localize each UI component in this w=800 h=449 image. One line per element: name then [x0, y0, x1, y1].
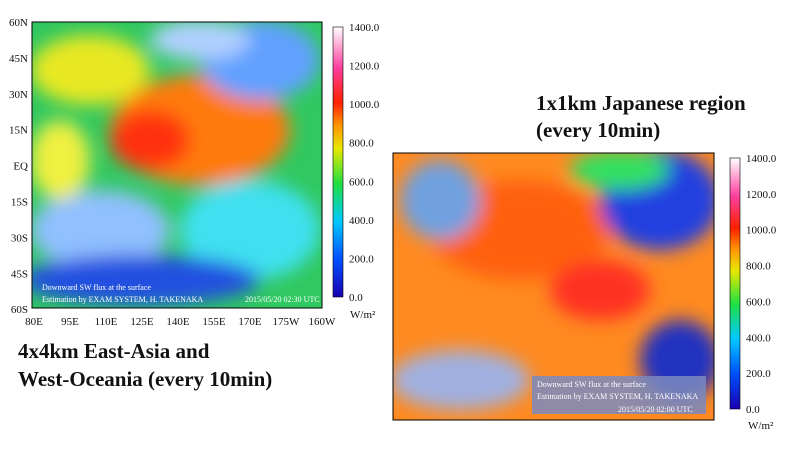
lat-label: 45N: [9, 53, 28, 65]
colorbar-label: 1200.0: [349, 61, 380, 73]
colorbar-label: 200.0: [746, 368, 771, 380]
right-map-image: [393, 153, 714, 420]
left-map-image: [32, 22, 322, 308]
lon-label: 140E: [166, 316, 190, 328]
region-title: (every 10min): [536, 118, 660, 142]
left-colorbar: [332, 26, 344, 298]
colorbar-label: 0.0: [349, 292, 363, 304]
timestamp: 2015/05/20 02:00 UTC: [618, 405, 693, 414]
colorbar-label: 400.0: [746, 332, 771, 344]
colorbar-label: 200.0: [349, 253, 374, 265]
colorbar-label: 1200.0: [746, 189, 777, 201]
unit: W/m²: [350, 309, 376, 321]
colorbar-label: 1400.0: [746, 153, 777, 165]
colorbar-label: 600.0: [349, 176, 374, 188]
lat-label: 60N: [9, 17, 28, 29]
lon-label: 155E: [202, 316, 226, 328]
lat-label: 15N: [9, 125, 28, 137]
lon-label: 170E: [238, 316, 262, 328]
right-map-frame: [392, 152, 715, 421]
colorbar-label: 1400.0: [349, 22, 380, 34]
annotation: Estimation by EXAM SYSTEM, H. TAKENAKA: [537, 392, 698, 401]
lat-label: 15S: [11, 197, 28, 209]
lon-label: 175W: [273, 316, 301, 328]
lat-label: 60S: [11, 304, 28, 316]
colorbar-label: 800.0: [746, 261, 771, 273]
lon-label: 110E: [95, 316, 118, 328]
lat-label: 30S: [11, 232, 28, 244]
colorbar-label: 1000.0: [349, 99, 380, 111]
left-map-frame: [31, 21, 323, 309]
right-colorbar: [729, 157, 741, 410]
lon-label: 125E: [130, 316, 154, 328]
lon-label: 80E: [25, 316, 43, 328]
annotation: Downward SW flux at the surface: [537, 380, 646, 389]
annotation: Downward SW flux at the surface: [42, 283, 151, 292]
caption: West-Oceania (every 10min): [18, 367, 272, 391]
lat-label: 30N: [9, 89, 28, 101]
colorbar-label: 600.0: [746, 296, 771, 308]
colorbar-label: 800.0: [349, 138, 374, 150]
colorbar-label: 0.0: [746, 404, 760, 416]
colorbar-label: 400.0: [349, 215, 374, 227]
annotation: Estimation by EXAM SYSTEM, H. TAKENAKA: [42, 295, 203, 304]
lon-label: 160W: [309, 316, 337, 328]
timestamp: 2015/05/20 02:30 UTC: [245, 295, 320, 304]
colorbar-label: 1000.0: [746, 225, 777, 237]
caption: 4x4km East-Asia and: [18, 339, 210, 363]
unit: W/m²: [748, 420, 774, 432]
lon-label: 95E: [61, 316, 79, 328]
region-title: 1x1km Japanese region: [536, 91, 746, 115]
lat-label: EQ: [13, 161, 28, 173]
lat-label: 45S: [11, 268, 28, 280]
